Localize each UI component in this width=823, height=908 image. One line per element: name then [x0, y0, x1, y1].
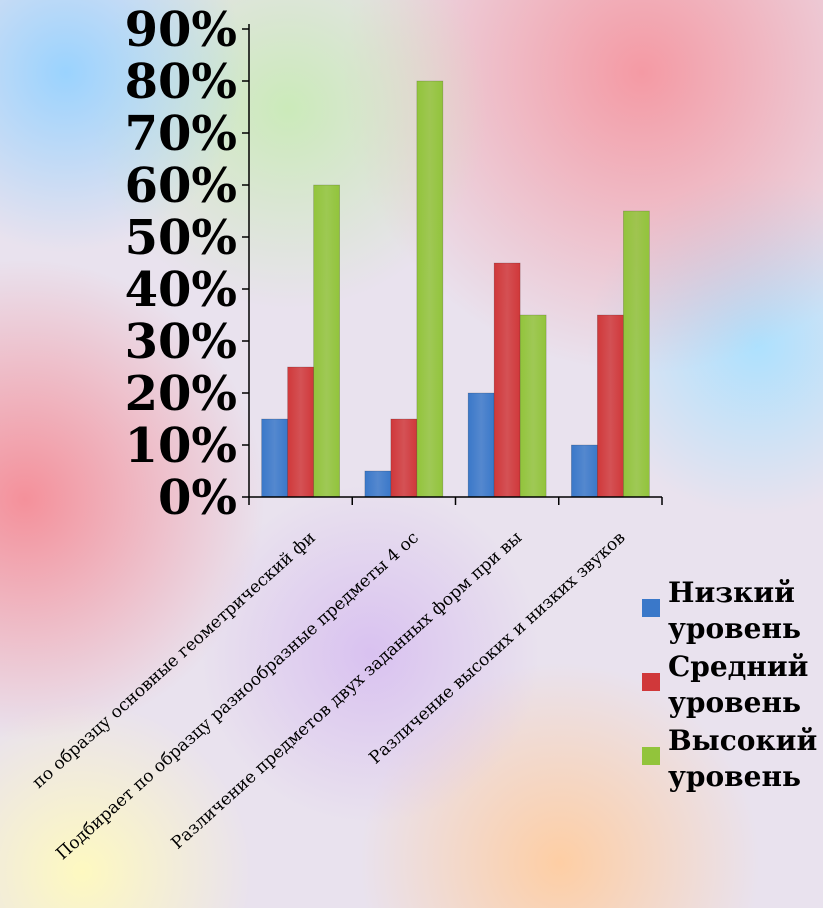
legend-item-low: Низкий уровень	[640, 575, 823, 647]
bar	[623, 210, 650, 498]
y-tick-label: 10%	[125, 418, 237, 474]
y-tick-label: 80%	[125, 54, 237, 110]
bar	[287, 366, 314, 498]
bar	[597, 314, 624, 498]
y-tick-label: 60%	[125, 158, 237, 214]
bar	[493, 262, 521, 498]
legend-item-high: Высокий уровень	[640, 723, 823, 795]
bar	[416, 80, 444, 498]
y-tick-label: 0%	[158, 470, 237, 526]
y-tick-label: 70%	[125, 106, 237, 162]
legend-swatch-high	[642, 747, 660, 765]
legend-swatch-low	[642, 599, 660, 617]
legend-swatch-medium	[642, 673, 660, 691]
bar	[313, 184, 340, 498]
y-tick-label: 40%	[125, 262, 237, 318]
legend-item-medium: Средний уровень	[640, 649, 823, 721]
bar	[364, 470, 392, 498]
y-tick-label: 50%	[125, 210, 237, 266]
y-tick-label: 90%	[125, 2, 237, 58]
bar	[467, 392, 495, 498]
legend: Низкий уровень Средний уровень Высокий у…	[640, 575, 823, 797]
y-tick-label: 20%	[125, 366, 237, 422]
bar	[261, 418, 288, 498]
x-category-label: Различение предметов двух заданных форм …	[168, 528, 526, 854]
legend-label-medium: Средний уровень	[668, 650, 809, 719]
x-category-label: Подбирает по образцу разнообразные предм…	[53, 528, 423, 864]
legend-label-low: Низкий уровень	[668, 576, 801, 645]
bar	[390, 418, 418, 498]
legend-label-high: Высокий уровень	[668, 724, 818, 793]
bar	[519, 314, 547, 498]
bar	[571, 444, 598, 498]
y-tick-label: 30%	[125, 314, 237, 370]
